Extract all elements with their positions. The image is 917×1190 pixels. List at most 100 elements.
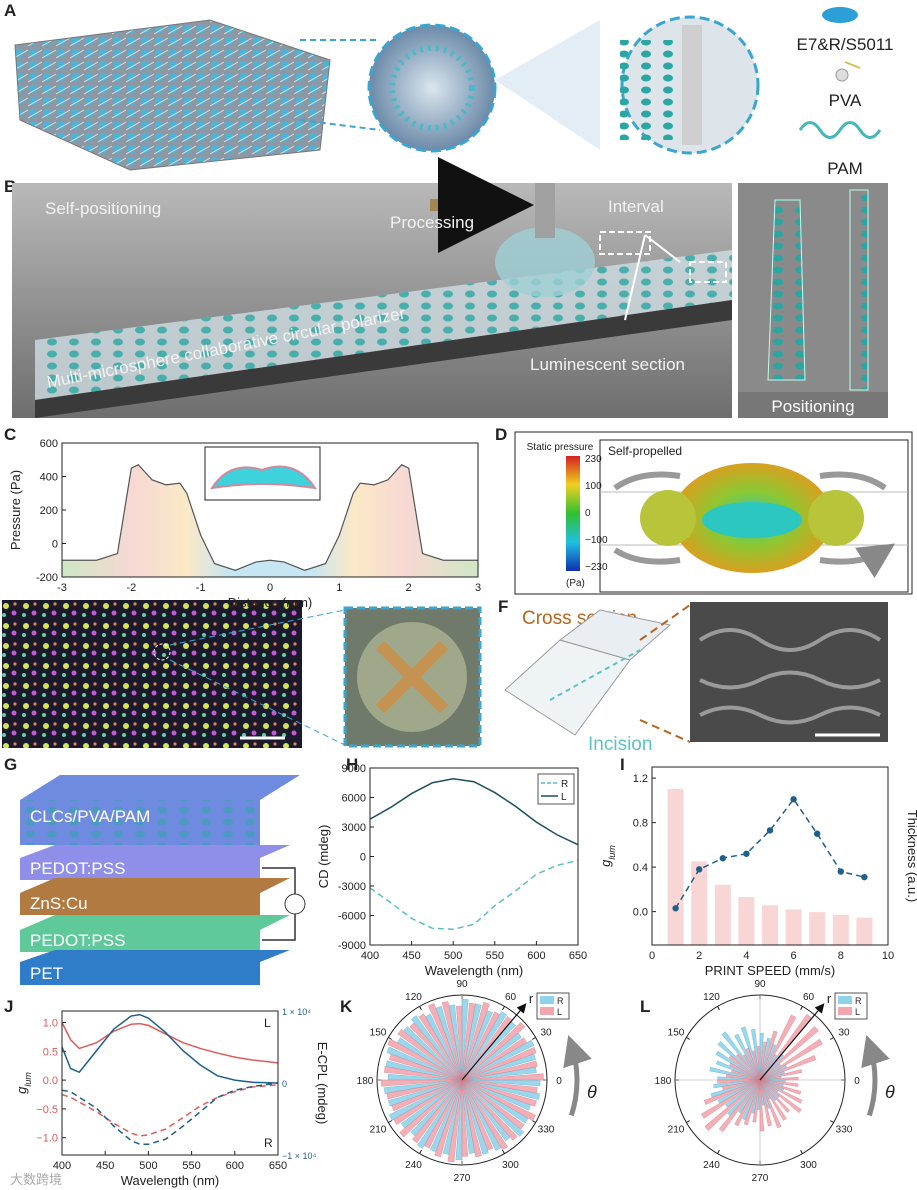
glum-point bbox=[743, 850, 750, 857]
radial-label: r bbox=[529, 991, 534, 1006]
y-tick-label: −0.5 bbox=[36, 1104, 58, 1116]
theta-tick bbox=[717, 1006, 720, 1011]
theta-tick bbox=[829, 1120, 834, 1123]
colorbar-tick: 100 bbox=[585, 481, 602, 492]
panel-letter: C bbox=[4, 425, 16, 444]
scene-label: Luminescent section bbox=[530, 355, 685, 374]
theta-tick bbox=[502, 1006, 505, 1011]
panel-letter: A bbox=[4, 1, 16, 20]
theta-tick bbox=[686, 1120, 691, 1123]
x-tick-label: -3 bbox=[57, 582, 67, 594]
substrate bbox=[35, 300, 732, 418]
polar-bar bbox=[722, 1079, 761, 1090]
layer-pedot bbox=[20, 845, 290, 880]
polar-bar bbox=[735, 1053, 761, 1081]
glum-point bbox=[719, 855, 726, 862]
axis-label: glum bbox=[598, 845, 617, 867]
y-tick-label: 1.2 bbox=[633, 773, 648, 785]
polar-bar bbox=[759, 1079, 791, 1113]
polar-bar bbox=[461, 1079, 482, 1158]
series-line bbox=[61, 1082, 279, 1145]
polar-bar bbox=[759, 1076, 799, 1081]
polar-bar bbox=[757, 1045, 761, 1081]
polar-bar bbox=[759, 1014, 797, 1081]
lc-molecules bbox=[620, 40, 680, 140]
polar-bar bbox=[704, 1079, 761, 1131]
theta-tick-label: 30 bbox=[838, 1028, 850, 1039]
scene-label: Interval bbox=[608, 197, 664, 216]
polar-bar bbox=[383, 1066, 463, 1081]
panel-letter: F bbox=[498, 597, 508, 616]
polar-bar bbox=[759, 1038, 823, 1081]
y-tick-label: −1.0 bbox=[36, 1133, 58, 1145]
layer-label: PEDOT:PSS bbox=[30, 931, 125, 950]
axis-label: Pressure (Pa) bbox=[8, 470, 23, 550]
polar-bar bbox=[759, 1026, 819, 1081]
theta-tick-label: 150 bbox=[668, 1028, 685, 1039]
polar-bar bbox=[759, 1030, 778, 1081]
colorbar-tick: −100 bbox=[585, 535, 608, 546]
theta-tick-label: 180 bbox=[655, 1076, 672, 1087]
micrograph bbox=[2, 600, 302, 748]
simulation-label: Self-propelled bbox=[608, 444, 682, 458]
annotation: Incision bbox=[588, 734, 652, 755]
polar-bar bbox=[759, 1079, 799, 1087]
y-tick-label: -9000 bbox=[338, 940, 366, 952]
theta-tick-label: 0 bbox=[556, 1076, 562, 1087]
layer-pedot bbox=[20, 915, 290, 952]
polar-bar bbox=[461, 1011, 501, 1081]
colorbar-tick: −230 bbox=[585, 562, 608, 573]
theta-tick bbox=[686, 1037, 691, 1040]
panel-letter: L bbox=[640, 997, 650, 1016]
positioning-filament bbox=[849, 189, 869, 391]
y-tick-label: 0.5 bbox=[43, 1046, 58, 1058]
glum-point bbox=[672, 905, 679, 912]
x-tick-label: 10 bbox=[882, 950, 894, 962]
radial-label: r bbox=[827, 991, 832, 1006]
panel-letter: G bbox=[4, 755, 17, 774]
x-tick-label: 500 bbox=[444, 950, 462, 962]
radial-arrow bbox=[759, 1003, 825, 1081]
axis-label-text: Pressure (Pa) bbox=[8, 470, 23, 550]
panel-letter: K bbox=[340, 997, 353, 1016]
legend-swatch bbox=[838, 996, 852, 1004]
polar-bar bbox=[717, 1079, 761, 1084]
axis-label-sub: lum bbox=[607, 845, 617, 860]
theta-tick bbox=[502, 1149, 505, 1154]
x-tick-label: 1 bbox=[336, 582, 342, 594]
y2-tick-label: −1 × 10⁴ bbox=[282, 1151, 317, 1161]
x-tick-label: 600 bbox=[527, 950, 545, 962]
scene-label: Self-positioning bbox=[45, 199, 161, 218]
polar-bar bbox=[393, 1079, 463, 1126]
polar-bar bbox=[388, 1053, 463, 1081]
y-tick-label: 0 bbox=[360, 852, 366, 864]
x-tick-label: 650 bbox=[269, 1160, 287, 1172]
polar-bar bbox=[434, 1079, 463, 1158]
scene-label: Positioning bbox=[771, 397, 854, 416]
thickness-bar bbox=[832, 914, 849, 945]
series-line bbox=[369, 778, 579, 846]
polar-bar bbox=[759, 1079, 787, 1121]
x-tick-label: 6 bbox=[791, 950, 797, 962]
maltese-cross bbox=[375, 640, 449, 714]
sem-texture bbox=[698, 628, 882, 725]
theta-tick-label: 0 bbox=[854, 1076, 860, 1087]
plot-frame bbox=[651, 766, 889, 946]
x-tick-label: -2 bbox=[126, 582, 136, 594]
x-axis-label: Distance (mm) bbox=[228, 595, 313, 610]
layer-label: PEDOT:PSS bbox=[30, 859, 125, 878]
panel-d: D Static pressure 230 100 0 −100 −230 (P… bbox=[495, 425, 912, 595]
y-tick-label: -3000 bbox=[338, 881, 366, 893]
legend-label: L bbox=[561, 792, 567, 803]
x-tick-label: 400 bbox=[361, 950, 379, 962]
polar-bar bbox=[423, 1079, 463, 1149]
plot-frame bbox=[369, 767, 579, 946]
polar-bar bbox=[725, 1073, 761, 1081]
glum-line bbox=[674, 797, 865, 909]
polar-bar bbox=[461, 1079, 469, 1157]
theta-tick-label: 120 bbox=[405, 992, 422, 1003]
pressure-line bbox=[62, 464, 478, 571]
panel-c: C bbox=[4, 425, 16, 444]
radial-arrow bbox=[461, 1003, 527, 1081]
axis-label-text: g bbox=[598, 859, 613, 867]
